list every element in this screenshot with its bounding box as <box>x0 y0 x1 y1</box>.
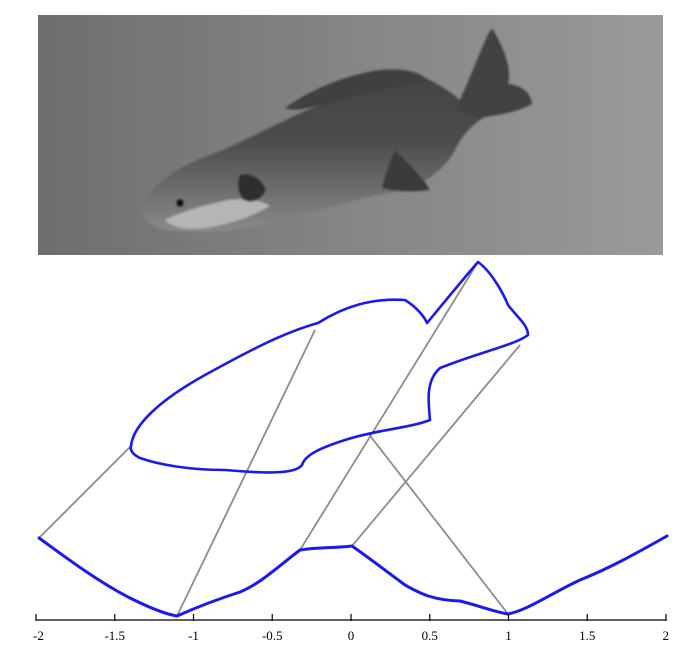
x-tick-label: 0.5 <box>422 628 438 643</box>
correspondence-line-5 <box>367 432 509 615</box>
x-axis-ticks: -2 -1.5 -1 -0.5 0 0.5 1 1.5 2 <box>33 614 669 643</box>
x-tick-label: -1 <box>188 628 199 643</box>
x-tick-label: 1.5 <box>579 628 595 643</box>
fish-photograph <box>38 15 663 255</box>
x-tick-label: 0 <box>348 628 355 643</box>
fish-outline-contour <box>129 260 530 474</box>
fish-image <box>141 28 532 232</box>
correspondence-line-2 <box>176 329 316 617</box>
x-tick-label: -2 <box>33 628 44 643</box>
x-tick-label: 2 <box>663 628 670 643</box>
x-axis: -2 -1.5 -1 -0.5 0 0.5 1 1.5 2 <box>33 614 669 643</box>
contour-signal-curve <box>37 534 669 618</box>
x-tick-label: 1 <box>505 628 512 643</box>
correspondence-line-3 <box>299 261 479 551</box>
x-tick-label: -0.5 <box>262 628 283 643</box>
correspondence-line-4 <box>351 344 521 547</box>
correspondence-line-1 <box>38 445 132 539</box>
x-tick-label: -1.5 <box>104 628 125 643</box>
correspondence-lines <box>38 261 521 617</box>
